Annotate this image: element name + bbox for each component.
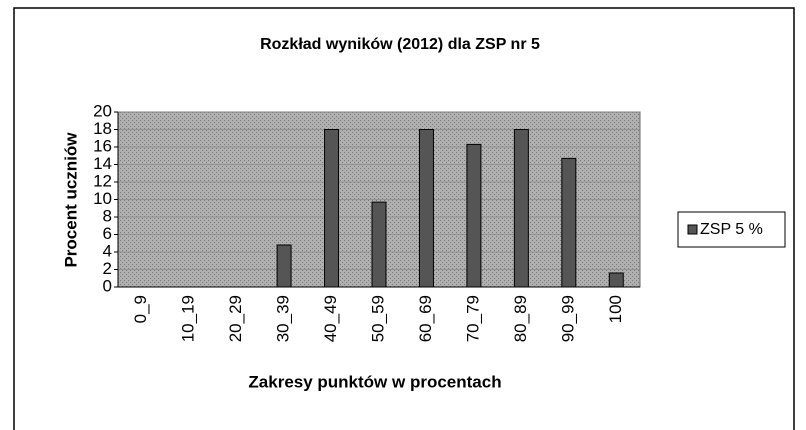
- y-tick-label: 4: [103, 241, 112, 260]
- y-tick-label: 20: [93, 101, 112, 120]
- y-tick-label: 16: [93, 136, 112, 155]
- y-tick-label: 2: [103, 259, 112, 278]
- bar: [371, 201, 387, 288]
- bar: [466, 143, 482, 288]
- x-tick-label: 60_69: [416, 295, 435, 342]
- y-tick-label: 14: [93, 154, 112, 173]
- x-tick-label: 10_19: [179, 295, 198, 342]
- bar: [513, 129, 529, 288]
- x-tick-label: 30_39: [274, 295, 293, 342]
- bar: [324, 129, 340, 288]
- x-tick-label: 50_59: [368, 295, 387, 342]
- y-axis-title: Procent uczniów: [61, 132, 80, 268]
- y-tick-label: 10: [93, 189, 112, 208]
- bar: [276, 244, 292, 288]
- x-tick-label: 80_89: [511, 295, 530, 342]
- bar: [608, 272, 624, 288]
- y-tick-label: 18: [93, 119, 112, 138]
- bar: [561, 157, 577, 288]
- x-tick-label: 100: [606, 295, 625, 323]
- legend-label: ZSP 5 %: [700, 221, 763, 238]
- x-tick-label: 40_49: [321, 295, 340, 342]
- chart-title: Rozkład wyników (2012) dla ZSP nr 5: [260, 36, 540, 53]
- y-tick-label: 0: [103, 276, 112, 295]
- y-tick-label: 12: [93, 171, 112, 190]
- x-tick-label: 70_79: [463, 295, 482, 342]
- x-tick-label: 0_9: [131, 295, 150, 323]
- x-axis-title: Zakresy punktów w procentach: [248, 372, 501, 391]
- bar: [418, 129, 434, 288]
- y-tick-label: 6: [103, 224, 112, 243]
- chart-border: [13, 7, 795, 430]
- x-tick-label: 20_29: [226, 295, 245, 342]
- legend-swatch: [687, 224, 698, 235]
- x-tick-label: 90_99: [558, 295, 577, 342]
- y-tick-label: 8: [103, 206, 112, 225]
